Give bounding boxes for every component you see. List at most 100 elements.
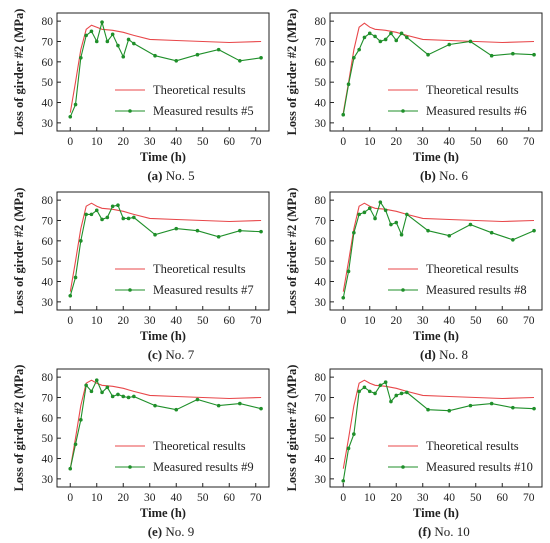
measured-data-point: [362, 35, 367, 40]
y-tick-label: 30: [315, 118, 327, 130]
y-tick-label: 40: [315, 277, 327, 289]
measured-data-point: [100, 20, 104, 24]
y-tick-label: 70: [42, 392, 54, 404]
measured-data-point: [216, 47, 221, 52]
measured-data-point: [68, 293, 73, 298]
measured-data-point: [174, 59, 179, 63]
measured-data-point: [383, 37, 388, 42]
measured-data-point: [468, 403, 473, 408]
caption-text: No. 8: [436, 347, 468, 362]
measured-data-point: [511, 51, 515, 56]
x-tick-label: 60: [224, 492, 236, 504]
caption-label: (e): [148, 524, 162, 539]
theoretical-series-line: [342, 202, 535, 292]
measured-data-point: [394, 393, 399, 398]
x-tick-label: 40: [171, 315, 183, 327]
measured-data-point: [174, 226, 179, 231]
x-tick-label: 10: [91, 136, 103, 148]
measured-data-point: [394, 220, 399, 225]
x-tick-label: 10: [364, 136, 376, 148]
x-tick-label: 30: [144, 492, 156, 504]
x-tick-label: 40: [171, 136, 183, 148]
x-tick-label: 60: [497, 136, 509, 148]
plot-frame: [56, 368, 270, 488]
x-tick-label: 0: [67, 136, 73, 148]
measured-data-point: [389, 399, 393, 404]
theoretical-series-line: [69, 379, 262, 469]
y-tick-label: 50: [42, 77, 54, 89]
panel-caption: (b) No. 6: [420, 168, 469, 183]
measured-data-point: [100, 217, 104, 222]
measured-data-point: [346, 446, 351, 451]
x-tick-label: 20: [118, 492, 130, 504]
legend-label: Theoretical results: [426, 262, 519, 276]
measured-data-point: [84, 33, 88, 38]
measured-data-point: [352, 432, 356, 436]
measured-data-point: [468, 39, 473, 44]
measured-data-point: [132, 41, 136, 46]
measured-data-point: [238, 228, 242, 233]
measured-data-point: [116, 203, 120, 208]
measured-data-point: [378, 39, 383, 44]
measured-data-point: [357, 212, 361, 217]
x-axis-label: Time (h): [140, 329, 186, 343]
measured-data-point: [132, 215, 136, 220]
legend-label: Measured results #6: [426, 104, 527, 118]
x-tick-label: 60: [497, 492, 509, 504]
measured-data-point: [126, 395, 131, 400]
y-tick-label: 80: [315, 195, 327, 207]
measured-data-point: [89, 389, 94, 394]
legend-label: Theoretical results: [153, 439, 246, 453]
panel-caption: (e) No. 9: [148, 524, 195, 539]
y-tick-label: 80: [42, 195, 54, 207]
y-tick-label: 70: [315, 392, 327, 404]
x-tick-label: 0: [340, 136, 346, 148]
x-axis-label: Time (h): [140, 506, 186, 520]
measured-data-point: [216, 403, 221, 408]
measured-data-point: [216, 234, 221, 239]
caption-text: No. 5: [163, 168, 195, 183]
measured-data-point: [383, 208, 388, 213]
measured-data-point: [489, 53, 494, 58]
y-axis-label: Loss of girder #2 (MPa): [285, 365, 299, 492]
y-tick-label: 60: [42, 57, 54, 69]
legend-measured-marker: [128, 109, 132, 113]
measured-data-point: [373, 216, 377, 221]
caption-text: No. 9: [162, 524, 194, 539]
y-tick-label: 50: [42, 433, 54, 445]
plot-frame: [329, 12, 543, 132]
y-tick-label: 80: [42, 372, 54, 384]
legend-label: Measured results #8: [426, 283, 527, 297]
y-tick-label: 30: [42, 118, 54, 130]
measured-data-point: [238, 401, 242, 406]
x-tick-label: 10: [91, 315, 103, 327]
measured-data-point: [116, 392, 120, 397]
measured-data-point: [94, 378, 99, 382]
legend-measured-marker: [401, 109, 405, 113]
y-tick-label: 40: [42, 277, 54, 289]
measured-data-point: [94, 39, 99, 44]
measured-data-point: [362, 210, 367, 215]
measured-data-point: [378, 200, 383, 204]
x-tick-label: 70: [250, 492, 262, 504]
measured-data-point: [389, 31, 393, 36]
measured-data-point: [399, 391, 404, 396]
measured-data-point: [79, 239, 83, 243]
measured-data-point: [100, 390, 104, 395]
y-tick-label: 40: [315, 98, 327, 110]
legend-label: Theoretical results: [426, 83, 519, 97]
y-tick-label: 50: [42, 256, 54, 268]
y-tick-label: 60: [42, 413, 54, 425]
measured-data-point: [110, 32, 115, 37]
measured-data-point: [532, 406, 536, 411]
measured-data-point: [367, 206, 372, 211]
panel-caption: (a) No. 5: [147, 168, 194, 183]
measured-data-point: [346, 82, 351, 87]
legend-label: Theoretical results: [426, 439, 519, 453]
x-axis-label: Time (h): [413, 150, 459, 164]
y-tick-label: 40: [42, 454, 54, 466]
measured-data-point: [511, 405, 515, 410]
measured-data-point: [195, 228, 200, 233]
measured-data-point: [405, 212, 409, 217]
